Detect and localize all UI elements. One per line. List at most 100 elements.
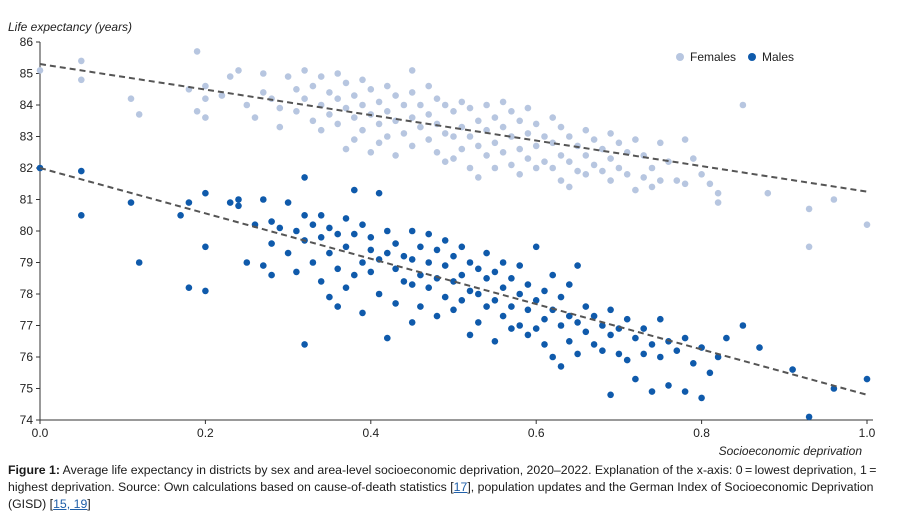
male-point (326, 224, 333, 232)
male-point (466, 287, 474, 295)
males-points (36, 164, 871, 421)
x-tick-label: 0.4 (362, 426, 379, 440)
female-point (698, 171, 705, 178)
male-point (268, 271, 275, 279)
female-point (491, 139, 499, 147)
male-point (483, 249, 490, 257)
male-point (499, 312, 507, 320)
female-point (367, 86, 375, 93)
female-point (532, 164, 540, 172)
male-point (532, 297, 540, 304)
female-point (202, 114, 209, 121)
female-point (135, 111, 143, 118)
y-tick-label: 78 (20, 287, 34, 301)
male-point (532, 325, 540, 332)
female-point (508, 133, 515, 140)
female-point (582, 171, 590, 178)
male-point (863, 375, 871, 383)
reference-link-15-19[interactable]: 15, 19 (53, 497, 88, 511)
male-point (317, 234, 325, 241)
male-point (309, 259, 317, 266)
male-point (301, 174, 308, 181)
female-point (334, 95, 342, 102)
female-point (202, 82, 209, 90)
male-point (317, 212, 325, 219)
male-point (326, 249, 333, 257)
male-point (491, 268, 499, 276)
reference-link-17[interactable]: 17 (453, 480, 468, 494)
scatter-chart: Life expectancy (years) Socioeconomic de… (8, 20, 876, 458)
male-point (524, 281, 532, 288)
male-point (408, 256, 416, 263)
male-point (408, 319, 416, 326)
female-point (657, 139, 664, 147)
female-point (673, 177, 681, 184)
male-point (607, 306, 614, 314)
male-point (450, 306, 457, 314)
female-point (309, 82, 317, 90)
male-point (681, 388, 689, 395)
females-points (36, 48, 871, 251)
male-point (359, 259, 366, 266)
female-point (433, 149, 441, 156)
female-point (466, 164, 474, 172)
female-point (359, 126, 366, 134)
female-point (532, 120, 540, 128)
female-point (193, 48, 201, 55)
male-point (334, 303, 342, 310)
male-point (557, 363, 565, 370)
female-point (78, 57, 85, 65)
male-point (301, 212, 308, 219)
male-point (268, 240, 275, 247)
female-point (392, 152, 399, 159)
y-tick-label: 83 (20, 130, 34, 144)
female-point (425, 136, 433, 143)
female-point (375, 98, 383, 106)
male-point (673, 347, 681, 355)
female-point (491, 114, 499, 121)
male-point (392, 265, 399, 273)
female-point (508, 108, 515, 115)
male-point (508, 275, 515, 282)
female-point (293, 108, 300, 115)
x-axis-label: Socioeconomic deprivation (719, 444, 863, 458)
female-point (193, 108, 201, 115)
female-point (524, 104, 532, 112)
x-tick-label: 0.8 (693, 426, 710, 440)
y-tick-label: 81 (20, 193, 34, 207)
female-point (475, 117, 482, 125)
female-point (516, 171, 523, 178)
male-point (657, 353, 664, 361)
male-point (334, 265, 342, 273)
female-point (375, 120, 383, 128)
male-point (351, 271, 358, 279)
male-point (549, 353, 556, 361)
female-point (632, 186, 639, 194)
male-point (623, 356, 631, 364)
female-point (450, 133, 457, 140)
female-point (805, 243, 813, 251)
male-point (640, 350, 647, 358)
male-point (450, 278, 457, 285)
female-point (607, 155, 614, 162)
female-point (632, 136, 639, 143)
female-point (739, 101, 747, 109)
male-point (334, 230, 342, 238)
female-point (582, 126, 590, 134)
female-point (607, 177, 614, 184)
male-point (466, 331, 474, 339)
male-point (541, 341, 548, 348)
male-point (260, 262, 267, 269)
female-point (615, 164, 623, 172)
caption-text-3: ] (87, 497, 91, 511)
female-point (351, 92, 358, 99)
male-point (367, 234, 375, 241)
female-point (582, 152, 590, 159)
male-point (425, 284, 433, 292)
male-point (706, 369, 714, 377)
male-point (384, 249, 391, 257)
female-point (830, 196, 838, 203)
male-point (516, 290, 523, 298)
female-point (417, 101, 424, 109)
female-point (367, 149, 375, 156)
